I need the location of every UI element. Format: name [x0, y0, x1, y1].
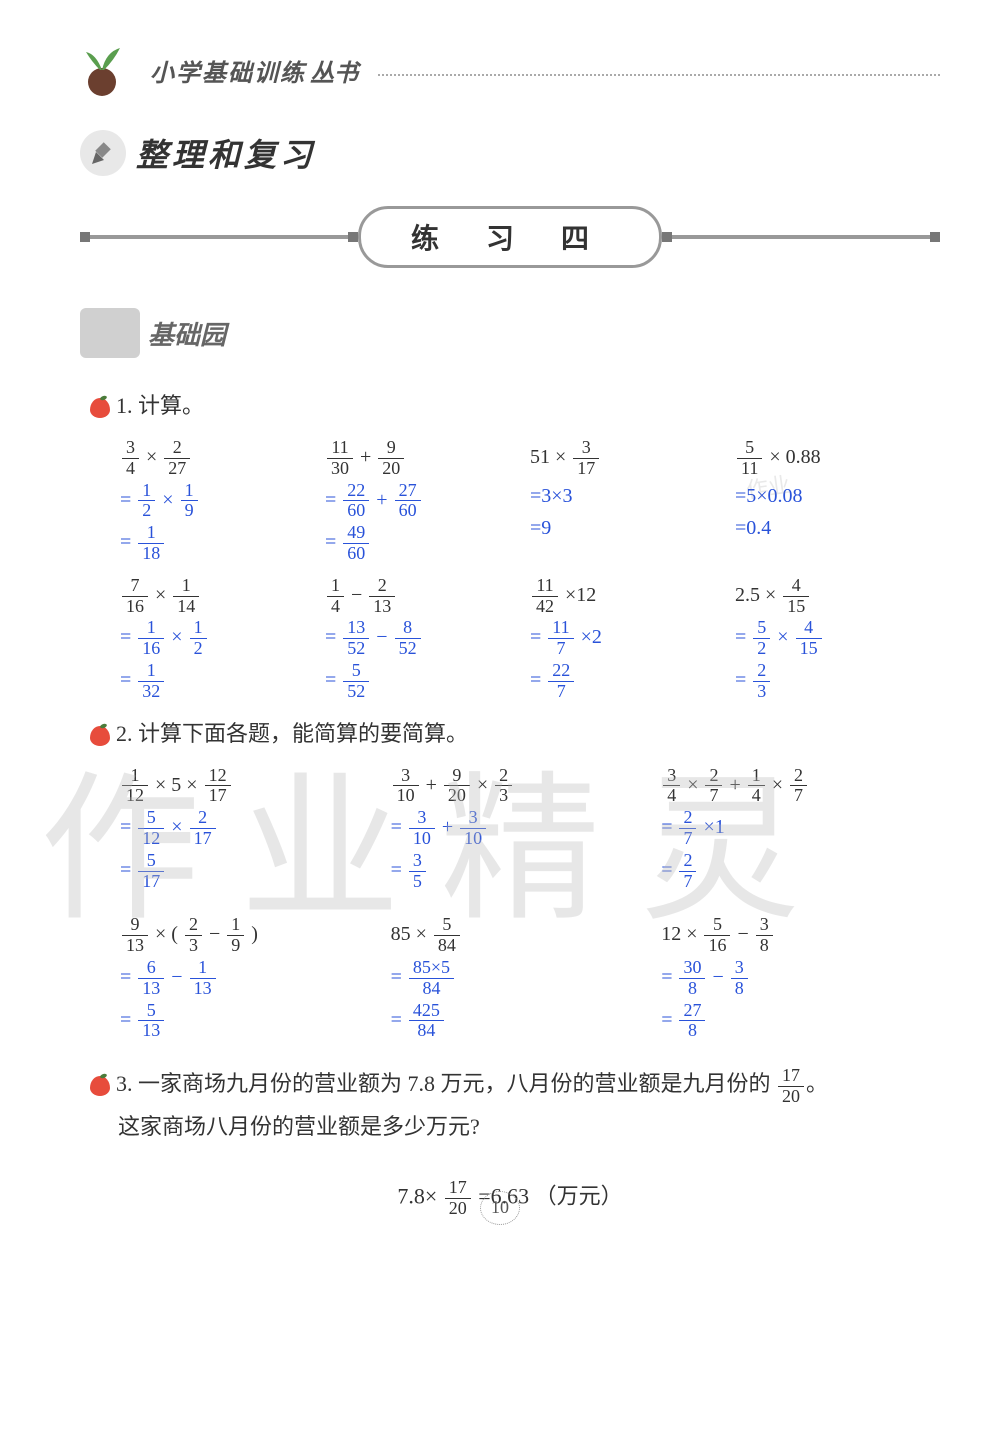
question-1-grid: 34 × 227= 12 × 19= 1181130 + 920= 2260 +… [120, 436, 940, 712]
sprout-icon [80, 40, 140, 100]
apple-icon [90, 398, 110, 418]
basic-section-badge: 基础园 [80, 308, 226, 358]
calc-item: 112 × 5 × 1217= 512 × 217= 517 [120, 764, 391, 894]
basic-label: 基础园 [148, 315, 226, 352]
page-number: 10 [480, 1191, 520, 1225]
calc-item: 34 × 227= 12 × 19= 118 [120, 436, 325, 566]
section-title: 整理和复习 [136, 130, 316, 176]
calc-item: 12 × 516 − 38= 308 − 38= 278 [661, 913, 932, 1043]
calc-item: 51 × 317=3×3=9 [530, 436, 735, 566]
student-book-icon [80, 308, 140, 358]
calc-item: 1142 ×12= 117 ×2= 227 [530, 574, 735, 704]
practice-bar: 练 习 四 [80, 206, 940, 268]
calc-item: 34 × 27 + 14 × 27= 27 ×1= 27 [661, 764, 932, 894]
calc-item: 2.5 × 415= 52 × 415= 23 [735, 574, 940, 704]
calc-item: 85 × 584= 85×584= 42584 [391, 913, 662, 1043]
series-subtitle: 丛书 [310, 53, 358, 88]
calc-item: 716 × 114= 116 × 12= 132 [120, 574, 325, 704]
apple-icon [90, 726, 110, 746]
calc-item: 14 − 213= 1352 − 852= 552 [325, 574, 530, 704]
header-divider [378, 74, 940, 76]
question-2-label: 2. 计算下面各题，能简算的要简算。 [90, 716, 940, 748]
series-title: 小学基础训练 [150, 53, 306, 88]
calc-item: 310 + 920 × 23= 310 + 310= 35 [391, 764, 662, 894]
calc-item: 913 × ( 23 − 19 )= 613 − 113= 513 [120, 913, 391, 1043]
page-header: 小学基础训练 丛书 [80, 40, 940, 100]
watermark-stamp: 作业 [744, 467, 792, 505]
question-1-label: 1. 计算。 [90, 388, 940, 420]
question-3: 3. 一家商场九月份的营业额为 7.8 万元，八月份的营业额是九月份的 1720… [90, 1063, 940, 1148]
practice-label: 练 习 四 [358, 206, 662, 268]
question-2-row1: 112 × 5 × 1217= 512 × 217= 517310 + 920 … [120, 764, 940, 894]
calc-item: 1130 + 920= 2260 + 2760= 4960 [325, 436, 530, 566]
question-2-row2: 913 × ( 23 − 19 )= 613 − 113= 51385 × 58… [120, 913, 940, 1043]
section-heading: 整理和复习 [80, 130, 940, 176]
apple-icon [90, 1076, 110, 1096]
pencil-icon [80, 130, 126, 176]
